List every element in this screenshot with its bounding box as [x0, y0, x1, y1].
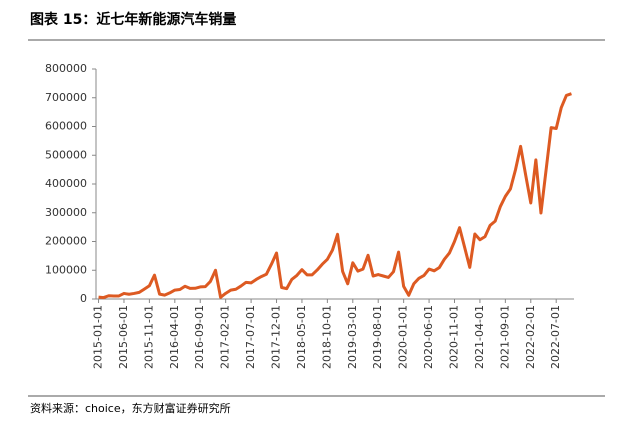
- x-tick-label: 2019-03-01: [346, 305, 359, 369]
- y-tick-label: 600000: [45, 120, 87, 133]
- y-tick-label: 200000: [45, 235, 87, 248]
- x-tick-label: 2020-01-01: [397, 305, 410, 369]
- x-tick-label: 2022-02-01: [524, 305, 537, 369]
- x-tick-label: 2016-04-01: [168, 305, 181, 369]
- x-tick-label: 2015-01-01: [92, 305, 105, 369]
- x-tick-label: 2016-09-01: [193, 305, 206, 369]
- y-tick-label: 700000: [45, 91, 87, 104]
- x-tick-label: 2020-06-01: [422, 305, 435, 369]
- y-tick-label: 500000: [45, 148, 87, 161]
- y-tick-label: 100000: [45, 263, 87, 276]
- x-tick-label: 2021-09-01: [498, 305, 511, 369]
- x-tick-label: 2020-11-01: [448, 305, 461, 369]
- x-tick-label: 2015-11-01: [142, 305, 155, 369]
- data-line: [98, 92, 572, 300]
- x-tick-label: 2018-10-01: [320, 305, 333, 369]
- y-tick-label: 800000: [45, 62, 87, 75]
- x-tick-label: 2017-02-01: [219, 305, 232, 369]
- x-tick-label: 2021-04-01: [473, 305, 486, 369]
- x-tick-label: 2015-06-01: [117, 305, 130, 369]
- x-tick-label: 2018-05-01: [295, 305, 308, 369]
- x-tick-label: 2017-12-01: [270, 305, 283, 369]
- y-tick-label: 300000: [45, 206, 87, 219]
- y-tick-label: 400000: [45, 177, 87, 190]
- x-tick-label: 2022-07-01: [549, 305, 562, 369]
- x-tick-label: 2019-08-01: [371, 305, 384, 369]
- chart-title: 图表 15：近七年新能源汽车销量: [30, 11, 236, 28]
- source-note: 资料来源：choice，东方财富证券研究所: [30, 401, 231, 415]
- y-tick-label: 0: [80, 292, 87, 305]
- x-tick-label: 2017-07-01: [244, 305, 257, 369]
